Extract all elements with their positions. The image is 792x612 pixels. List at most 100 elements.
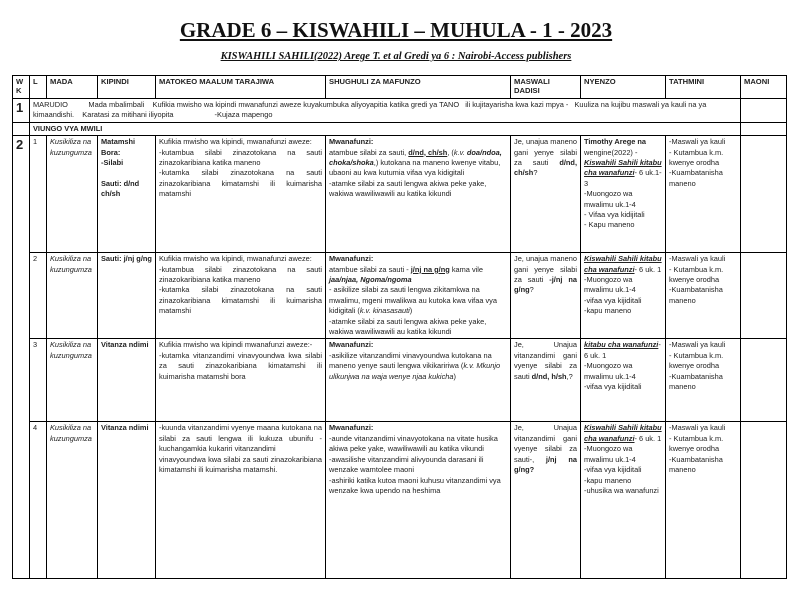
cell-line: Sauti: d/nd ch/sh [101,179,152,200]
lesson-number: 4 [29,421,47,580]
week-number [12,421,30,580]
text-segment: Mwanafunzi: [329,340,374,350]
cell-line: Je, Unajua vitanzandimi gani vyenye sila… [514,423,577,475]
matokeo-cell: Kufikia mwisho wa kipindi mwanafunzi awe… [155,338,326,423]
cell-line: - Kutambua k.m. kwenye orodha [669,350,724,371]
text-segment: Sauti: j/nj g/ng [101,254,152,264]
cell-line: Je, unajua maneno gani yenye silabi za s… [514,254,577,295]
cell-line: -Maswali ya kauli [669,137,726,147]
cell-line: -Kuambatanisha maneno [669,168,723,188]
cell-line: Je, unajua maneno gani yenye silabi za s… [514,137,577,178]
cell-line: -Muongozo wa mwalimu uk.1-4 [584,444,636,464]
cell-line: -Muongozo wa mwalimu uk.1-4 [584,189,636,209]
col-maoni: MAONI [740,75,787,99]
col-maswali: MASWALI DADISI [510,75,581,99]
cell-line: - Kutambua k.m. kwenye orodha [669,433,724,454]
mada-cell: Kusikiliza na kuzungumza [46,338,98,423]
maoni-cell [740,252,787,340]
cell-line: -kapu maneno [584,475,632,485]
week-1-text: MARUDIO Mada mbalimbali Kufikia mwisho w… [29,98,741,123]
cell-line: -kutamka vitanzandimi vinavyoundwa kwa s… [159,350,322,381]
maoni-cell [740,98,787,123]
text-segment: Sauti: d/nd ch/sh [101,178,140,199]
cell-line: -atamke silabi za sauti lengwa akiwa pek… [329,316,487,337]
text-segment: Kusikiliza na kuzungumza [50,137,92,157]
text-segment: jaa/njaa, Ngoma/ngoma [329,275,412,285]
text-segment: d/nd, ch/sh [408,147,448,157]
header-row: W K L MADA KIPINDI MATOKEO MAALUM TARAJI… [12,75,787,99]
cell-line: -Muongozo wa mwalimu uk.1-4 [584,361,636,381]
cell-line: Sauti: j/nj g/ng [101,254,152,264]
cell-line: Matamshi Bora: [101,137,152,158]
cell-line: vinavyoundwa kwa silabi za sauti zinazok… [159,454,322,475]
lesson-row: 3 Kusikiliza na kuzungumza Vitanza ndimi Ku… [12,338,787,423]
text-segment: Kiswahili Sahili kitabu cha wanafunzi [584,254,662,274]
cell-line: -Maswali ya kauli [669,254,726,264]
document-subtitle: KISWAHILI SAHILI(2022) Arege T. et al Gr… [220,51,572,62]
cell-line: -vifaa vya kijiditali [584,382,642,392]
maswali-cell: Je, unajua maneno gani yenye silabi za s… [510,135,581,254]
tathmini-cell: -Maswali ya kauli - Kutambua k.m. kwenye … [665,135,741,254]
cell-line: -Kuambatanisha maneno [669,454,723,475]
col-nyenzo: NYENZO [580,75,666,99]
cell-line: Vitanza ndimi [101,423,152,433]
cell-line: -Kuambatanisha maneno [669,285,723,305]
tathmini-cell: -Maswali ya kauli - Kutambua k.m. kwenye … [665,338,741,423]
cell-line: Mwanafunzi: [329,137,507,147]
week-number: 1 [12,98,30,123]
cell-line: Timothy Arege na wengine(2022) - Kiswahi… [584,137,662,188]
cell-line: -Silabi [101,158,152,168]
text-segment: d/nd, ch/sh [514,158,577,178]
text-segment: j/nj na g/ng? [514,454,577,475]
text-segment: Mwanafunzi: [329,137,374,147]
tathmini-cell: -Maswali ya kauli - Kutambua k.m. kwenye … [665,421,741,580]
cell-line: - asikilize silabi za sauti lengwa zikit… [329,285,497,316]
cell-line: Kusikiliza na kuzungumza [50,423,94,444]
cell-line: Kufikia mwisho wa kipindi, mwanafunzi aw… [159,254,312,264]
shughuli-cell: Mwanafunzi: -asikilize vitanzandimi vinav… [325,338,511,423]
text-segment: Vitanza ndimi [101,423,149,433]
text-segment: -Silabi [101,158,124,168]
maswali-cell: Je, unajua maneno gani yenye silabi za s… [510,252,581,340]
cell-line: atambue silabi za sauti, d/nd, ch/sh, (k… [329,147,502,178]
cell-line: - Kutambua k.m. kwenye orodha [669,264,724,285]
cell-line: -atamke silabi za sauti lengwa akiwa pek… [329,178,487,199]
cell-line: -Maswali ya kauli [669,340,726,350]
mada-cell: Kusikiliza na kuzungumza [46,135,98,254]
cell-line: Kufikia mwisho wa kipindi mwanafunzi awe… [159,340,313,350]
col-matokeo: MATOKEO MAALUM TARAJIWA [155,75,326,99]
lesson-row: 2 Kusikiliza na kuzungumza Sauti: j/nj g/n… [12,252,787,340]
text-segment: Kusikiliza na kuzungumza [50,254,92,274]
lesson-number: 2 [29,252,47,340]
shughuli-cell: Mwanafunzi: -aunde vitanzandimi vinavyoto… [325,421,511,580]
cell-line: Mwanafunzi: [329,254,507,264]
text-segment: Matamshi Bora: [101,137,136,157]
text-segment: Timothy Arege na [584,137,647,147]
text-segment: Kusikiliza na kuzungumza [50,423,92,443]
cell-line: kitabu cha wanafunzi- 6 uk. 1 [584,340,661,360]
text-segment: Mwanafunzi: [329,423,374,433]
text-segment: k.v. Mkunjo ulikunjwa na waja wenye njaa… [329,361,501,381]
text-segment: kitabu cha wanafunzi [584,340,659,350]
text-segment: doa/ndoa, choka/shoka [329,147,502,168]
cell-line: -kapu maneno [584,306,632,316]
cell-line: -asikilize vitanzandimi vinavyoundwa kut… [329,350,501,381]
cell-line: Mwanafunzi: [329,423,507,433]
cell-line: -uhusika wa wanafunzi [584,485,659,495]
maswali-cell: Je, Unajua vitanzandimi gani vyenye sila… [510,421,581,580]
col-kipindi: KIPINDI [97,75,156,99]
mada-cell: Kusikiliza na kuzungumza [46,421,98,580]
text-segment: Vitanza ndimi [101,340,149,350]
scheme-of-work-table: W K L MADA KIPINDI MATOKEO MAALUM TARAJI… [12,75,787,580]
tathmini-cell: -Maswali ya kauli - Kutambua k.m. kwenye … [665,252,741,340]
section-row: VIUNGO VYA MWILI [12,121,787,137]
cell-line: -awasilishe vitanzandimi alivyounda dara… [329,454,484,475]
cell-line: Kusikiliza na kuzungumza [50,137,94,158]
nyenzo-cell: Kiswahili Sahili kitabu cha wanafunzi- 6… [580,421,666,580]
text-segment: k.v. kinasasauti [359,306,410,316]
text-segment: Mwanafunzi: [329,254,374,264]
cell-line: - Kutambua k.m. kwenye orodha [669,147,724,168]
cell-line: - Vifaa vya kidijitali [584,210,645,220]
week-number: 2 [12,135,30,253]
kipindi-cell: Matamshi Bora: -Silabi Sauti: d/nd ch/sh [97,135,156,254]
